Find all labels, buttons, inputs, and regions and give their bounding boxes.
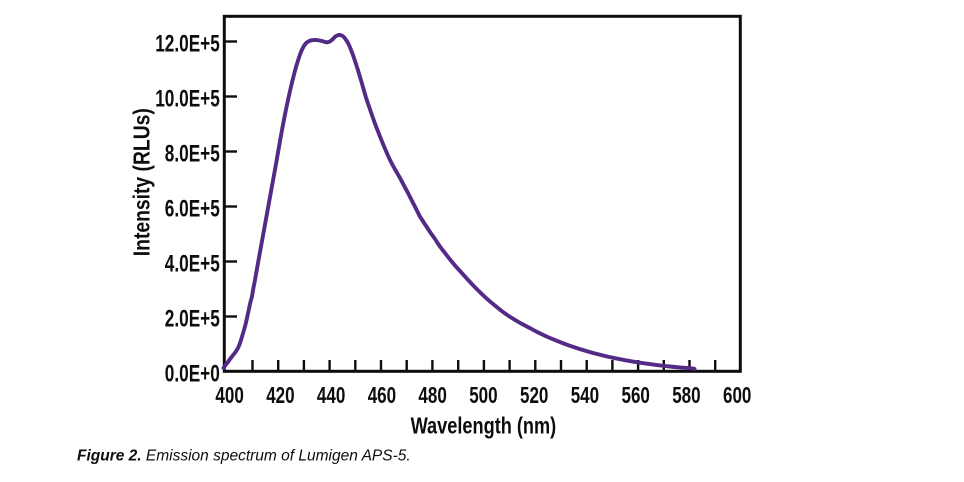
svg-text:460: 460 (368, 384, 396, 409)
svg-text:440: 440 (317, 384, 345, 409)
svg-text:520: 520 (520, 384, 548, 409)
svg-text:0.0E+0: 0.0E+0 (165, 361, 220, 387)
svg-text:400: 400 (215, 384, 243, 409)
svg-text:500: 500 (469, 384, 497, 409)
svg-text:6.0E+5: 6.0E+5 (165, 196, 220, 222)
svg-text:420: 420 (266, 384, 294, 409)
svg-text:560: 560 (622, 384, 650, 409)
svg-text:12.0E+5: 12.0E+5 (155, 31, 220, 57)
svg-text:480: 480 (418, 384, 446, 409)
svg-text:Wavelength (nm): Wavelength (nm) (411, 414, 557, 440)
svg-text:580: 580 (672, 384, 700, 409)
svg-text:4.0E+5: 4.0E+5 (165, 251, 220, 277)
svg-text:Intensity (RLUs): Intensity (RLUs) (130, 108, 155, 256)
svg-text:540: 540 (571, 384, 599, 409)
svg-text:Figure 2. Emission spectrum of: Figure 2. Emission spectrum of Lumigen A… (77, 448, 411, 465)
svg-text:600: 600 (723, 384, 751, 409)
svg-text:2.0E+5: 2.0E+5 (165, 306, 220, 332)
svg-text:8.0E+5: 8.0E+5 (165, 141, 220, 167)
svg-text:10.0E+5: 10.0E+5 (155, 86, 220, 112)
